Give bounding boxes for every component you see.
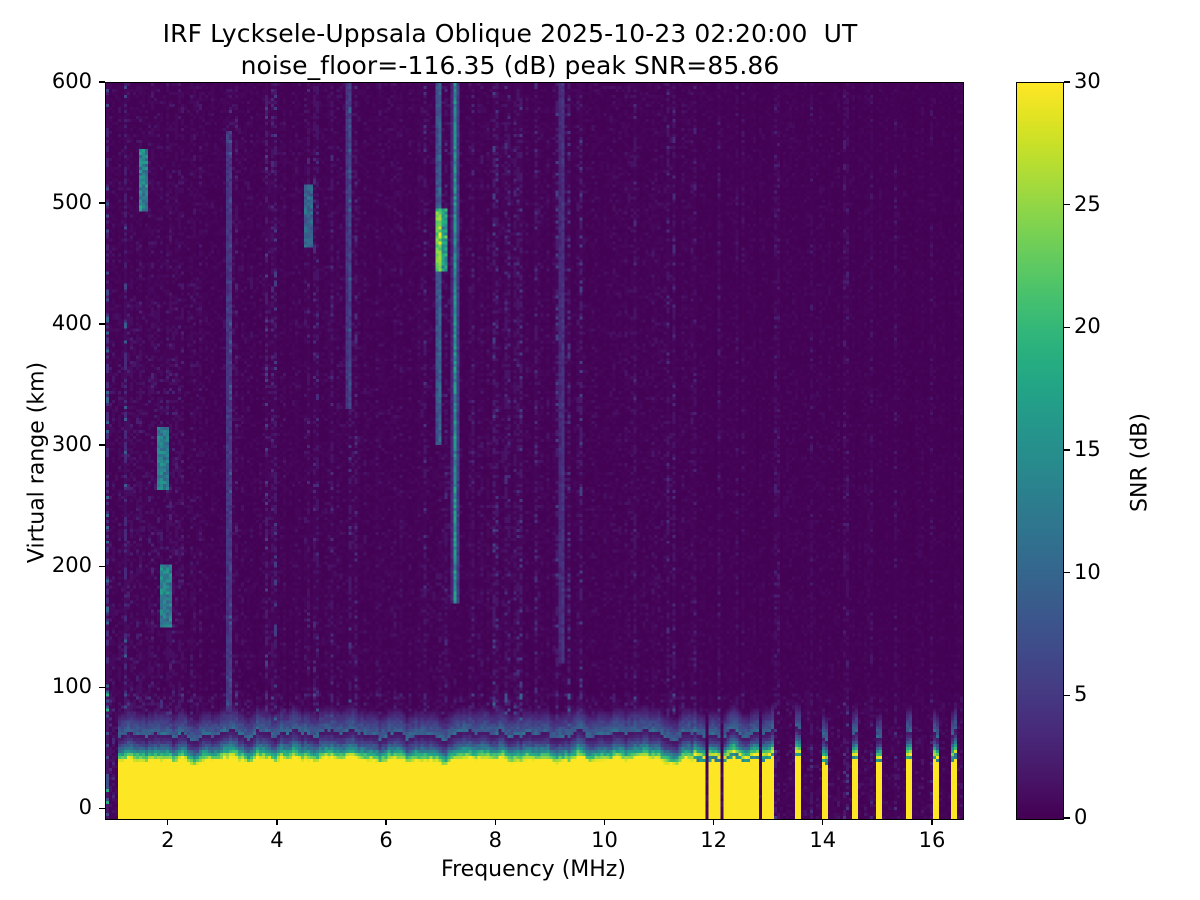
- colorbar-tick-label: 20: [1074, 314, 1101, 339]
- y-tick-label: 100: [51, 674, 92, 699]
- x-axis-label: Frequency (MHz): [441, 857, 626, 882]
- colorbar-tick: [1064, 203, 1070, 206]
- colorbar-tick-label: 10: [1074, 559, 1101, 584]
- x-tick-label: 8: [488, 828, 502, 852]
- x-tick-label: 12: [700, 828, 727, 852]
- y-tick-label: 0: [78, 795, 92, 820]
- colorbar-tick-label: 30: [1074, 69, 1101, 93]
- x-tick-label: 4: [270, 828, 284, 852]
- colorbar-tick-label: 25: [1074, 191, 1101, 216]
- x-tick: [822, 819, 824, 825]
- x-tick: [603, 819, 606, 825]
- x-tick-label: 16: [918, 828, 946, 852]
- x-tick: [385, 819, 387, 825]
- y-tick-label: 300: [51, 432, 92, 457]
- y-tick: [99, 202, 105, 204]
- y-tick: [99, 565, 105, 567]
- colorbar-tick-label: 0: [1074, 805, 1088, 829]
- x-tick: [494, 819, 496, 825]
- title-line-2: noise_floor=-116.35 (dB) peak SNR=85.86: [240, 51, 780, 80]
- y-axis-label: Virtual range (km): [24, 361, 50, 564]
- x-tick-label: 14: [809, 828, 837, 852]
- x-tick-label: 10: [591, 828, 618, 852]
- colorbar-tick: [1064, 694, 1070, 697]
- figure-title: IRF Lycksele-Uppsala Oblique 2025-10-23 …: [0, 18, 1020, 82]
- colorbar-tick: [1064, 449, 1070, 451]
- y-tick-label: 200: [51, 553, 92, 578]
- y-tick: [99, 686, 105, 688]
- x-tick: [276, 819, 278, 825]
- colorbar-tick-label: 5: [1074, 682, 1088, 707]
- x-tick-label: 6: [379, 828, 393, 852]
- y-tick: [99, 81, 105, 83]
- y-tick-label: 500: [51, 190, 92, 215]
- colorbar-label: SNR (dB): [1127, 413, 1153, 512]
- y-tick-label: 400: [51, 311, 92, 336]
- y-tick-label: 600: [51, 69, 92, 93]
- title-line-1: IRF Lycksele-Uppsala Oblique 2025-10-23 …: [162, 19, 858, 48]
- colorbar-tick-label: 15: [1074, 437, 1101, 461]
- x-tick-label: 2: [161, 828, 175, 852]
- x-tick: [712, 819, 715, 825]
- colorbar-gradient: [1017, 83, 1063, 819]
- x-tick: [931, 819, 933, 825]
- y-tick: [99, 323, 105, 325]
- colorbar-tick: [1064, 326, 1070, 329]
- ionogram-heatmap: [106, 83, 963, 819]
- colorbar: [1016, 82, 1064, 820]
- colorbar-tick: [1064, 571, 1070, 574]
- colorbar-tick: [1064, 817, 1070, 819]
- colorbar-tick: [1064, 81, 1070, 83]
- y-tick: [99, 444, 105, 446]
- plot-axes: [105, 82, 964, 820]
- x-tick: [167, 819, 169, 825]
- y-tick: [99, 807, 105, 809]
